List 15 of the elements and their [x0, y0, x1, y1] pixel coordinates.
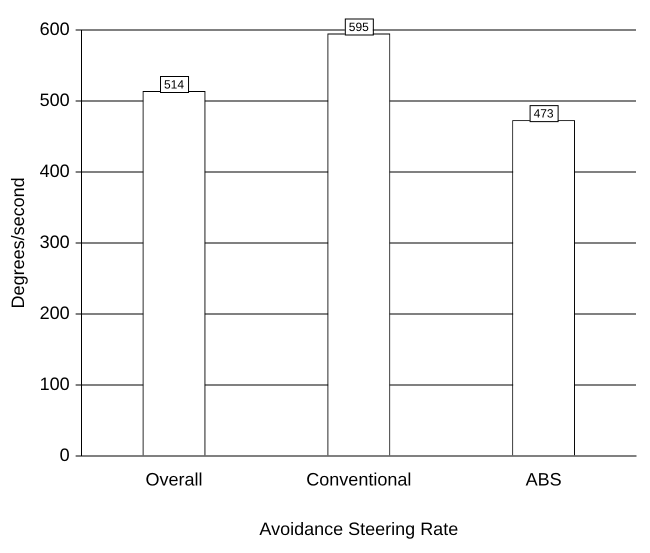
y-tick-label: 600: [40, 18, 70, 39]
x-tick-label: Overall: [146, 470, 203, 490]
x-tick-label: ABS: [526, 470, 562, 490]
y-tick-label: 500: [40, 90, 70, 110]
y-tick-label: 400: [40, 160, 70, 181]
y-axis-title: Degrees/second: [8, 177, 28, 308]
y-tick-label: 200: [40, 302, 70, 323]
x-tick-label: Conventional: [306, 470, 412, 490]
y-tick-label: 0: [60, 444, 70, 465]
x-axis-title: Avoidance Steering Rate: [259, 519, 458, 540]
data-label: 595: [348, 20, 370, 34]
data-label: 514: [164, 77, 184, 92]
y-tick-label: 100: [40, 374, 70, 394]
y-tick-label: 300: [40, 232, 70, 252]
data-label: 473: [534, 106, 554, 120]
